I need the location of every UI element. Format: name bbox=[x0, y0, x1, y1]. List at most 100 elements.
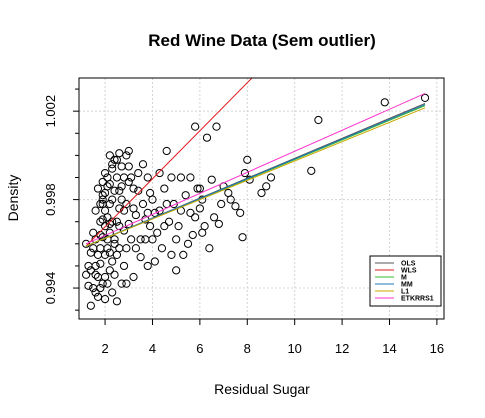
x-tick-label: 4 bbox=[149, 341, 156, 356]
data-point bbox=[115, 222, 124, 231]
data-point bbox=[176, 173, 186, 182]
data-point bbox=[108, 257, 117, 266]
data-point bbox=[117, 182, 126, 191]
data-point bbox=[112, 250, 122, 259]
data-point bbox=[160, 184, 169, 193]
data-point bbox=[122, 151, 131, 160]
data-point bbox=[115, 186, 124, 195]
y-tick-label: 1.002 bbox=[43, 95, 58, 128]
data-point bbox=[217, 199, 226, 209]
data-point bbox=[150, 257, 159, 266]
y-axis-label: Density bbox=[5, 175, 21, 222]
data-point bbox=[115, 149, 124, 158]
data-point bbox=[191, 213, 200, 222]
data-point bbox=[167, 173, 176, 182]
data-point bbox=[195, 184, 204, 193]
data-point bbox=[108, 288, 117, 297]
data-point bbox=[257, 188, 266, 198]
data-point bbox=[122, 199, 131, 209]
data-point bbox=[82, 270, 91, 279]
data-point bbox=[243, 155, 252, 164]
plot-frame bbox=[78, 77, 445, 320]
data-point bbox=[108, 217, 117, 226]
data-point bbox=[202, 133, 212, 142]
data-point bbox=[112, 217, 122, 226]
data-point bbox=[93, 292, 103, 301]
data-point bbox=[108, 164, 117, 173]
data-point bbox=[98, 191, 107, 200]
data-point bbox=[122, 279, 131, 288]
x-tick-label: 12 bbox=[335, 341, 349, 356]
data-point bbox=[96, 199, 105, 209]
data-point bbox=[100, 206, 110, 215]
data-point bbox=[129, 184, 138, 193]
data-point bbox=[93, 250, 103, 259]
data-point bbox=[262, 182, 271, 191]
data-points bbox=[82, 70, 430, 310]
data-point bbox=[82, 239, 91, 248]
data-point bbox=[240, 168, 250, 178]
data-point bbox=[164, 217, 174, 226]
data-point bbox=[198, 228, 207, 237]
fit-line-mm bbox=[85, 104, 426, 247]
data-point bbox=[314, 115, 323, 125]
data-point bbox=[110, 270, 119, 279]
data-point bbox=[84, 261, 93, 271]
data-point bbox=[131, 210, 140, 220]
data-point bbox=[146, 222, 155, 231]
data-point bbox=[127, 235, 136, 244]
axis-ticks: 2 4 6 8 10 12 14 16 0.994 0.998 1.002 bbox=[43, 88, 444, 356]
y-tick-label: 0.994 bbox=[43, 272, 58, 305]
data-point bbox=[100, 168, 110, 178]
fit-lines bbox=[85, 78, 426, 247]
legend-label: OLS bbox=[401, 261, 416, 268]
data-point bbox=[89, 244, 98, 253]
data-point bbox=[96, 217, 105, 226]
data-point bbox=[157, 244, 167, 253]
data-point bbox=[134, 186, 143, 195]
data-point bbox=[209, 213, 219, 222]
data-point bbox=[207, 175, 216, 184]
data-point bbox=[214, 219, 223, 229]
x-tick-label: 16 bbox=[430, 341, 444, 356]
data-point bbox=[84, 281, 93, 290]
data-point bbox=[105, 248, 114, 257]
data-point bbox=[96, 283, 105, 293]
data-point bbox=[181, 191, 190, 200]
legend-label: L1 bbox=[401, 289, 409, 296]
data-point bbox=[105, 266, 114, 275]
data-point bbox=[136, 235, 145, 244]
data-point bbox=[105, 199, 114, 209]
data-point bbox=[98, 215, 107, 224]
data-point bbox=[150, 208, 159, 217]
data-point bbox=[105, 151, 114, 160]
data-point bbox=[183, 239, 193, 248]
data-point bbox=[86, 266, 95, 275]
data-point bbox=[419, 70, 426, 77]
x-tick-label: 14 bbox=[382, 341, 396, 356]
legend-label: M bbox=[401, 275, 407, 282]
data-point bbox=[119, 261, 129, 271]
data-point bbox=[96, 244, 105, 253]
data-point bbox=[193, 184, 202, 193]
data-point bbox=[148, 235, 157, 244]
legend-label: MM bbox=[401, 282, 413, 289]
data-point bbox=[172, 235, 181, 244]
data-point bbox=[186, 173, 195, 182]
data-point bbox=[205, 244, 214, 253]
legend-label: WLS bbox=[401, 268, 417, 275]
data-point bbox=[186, 208, 195, 217]
data-point bbox=[112, 297, 122, 306]
data-point bbox=[124, 219, 133, 229]
y-tick-label: 0.998 bbox=[43, 183, 58, 216]
data-point bbox=[172, 266, 181, 275]
data-point bbox=[124, 162, 133, 171]
data-point bbox=[155, 168, 164, 178]
data-point bbox=[380, 98, 389, 107]
data-point bbox=[110, 235, 119, 244]
data-point bbox=[167, 250, 176, 259]
data-point bbox=[117, 162, 126, 171]
data-point bbox=[195, 204, 204, 213]
